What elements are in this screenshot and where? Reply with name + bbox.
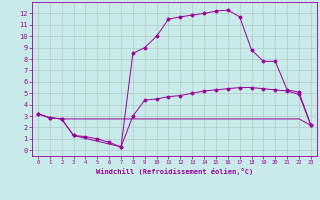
X-axis label: Windchill (Refroidissement éolien,°C): Windchill (Refroidissement éolien,°C): [96, 168, 253, 175]
